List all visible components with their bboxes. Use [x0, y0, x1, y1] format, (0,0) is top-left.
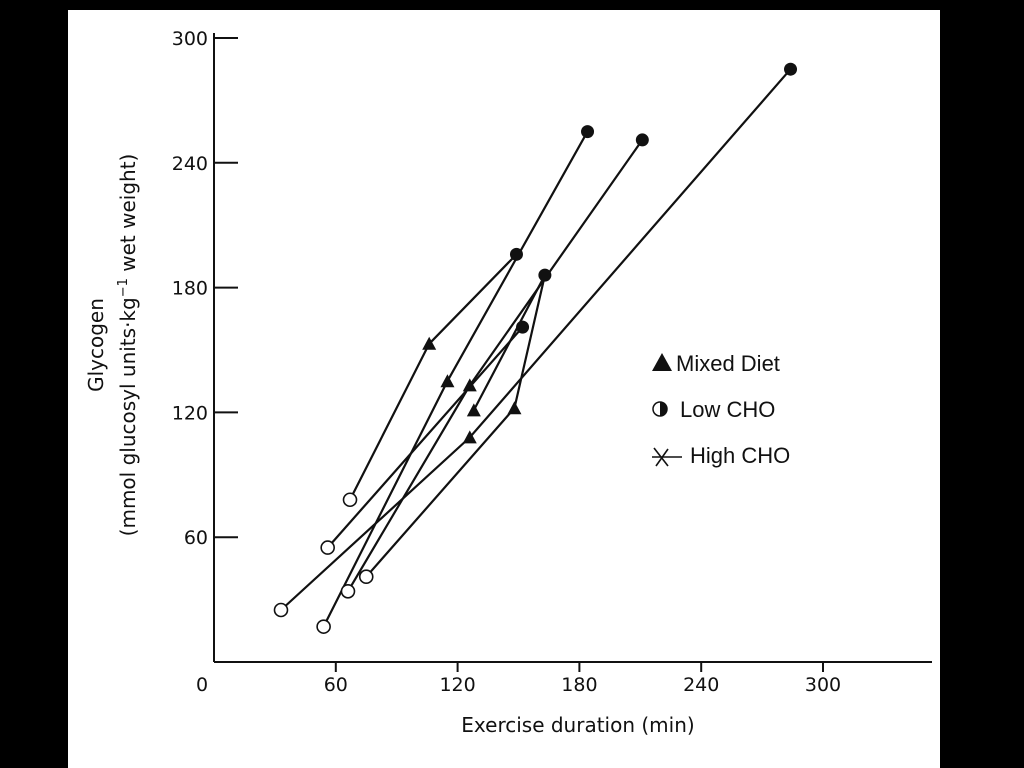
y-tick-label: 180: [172, 278, 208, 300]
legend-half-circle-icon: [652, 401, 668, 417]
high-cho-point: [635, 133, 649, 147]
series-line-2: [322, 131, 589, 628]
low-cho-point: [273, 602, 289, 618]
low-cho-point: [320, 540, 335, 555]
series-lines: [280, 68, 792, 628]
legend-label-low: Low CHO: [680, 397, 775, 422]
series-line-4: [365, 274, 546, 578]
low-cho-point: [316, 619, 331, 634]
legend-triangle-icon: [652, 353, 672, 371]
y-axis-label-suffix: wet weight): [116, 154, 140, 278]
y-axis-label-line1: Glycogen: [84, 298, 108, 392]
series-line-5: [326, 326, 524, 549]
mixed-diet-point: [462, 430, 477, 444]
x-tick-label: 180: [561, 674, 597, 696]
high-cho-point: [509, 247, 523, 261]
chart-axes: [213, 33, 932, 663]
mixed-diet-point: [462, 378, 477, 392]
x-tick-label: 240: [683, 674, 719, 696]
low-cho-point: [358, 569, 374, 585]
y-tick-label: 240: [172, 153, 208, 175]
y-tick-label: 120: [172, 402, 208, 424]
y-axis-label-prefix: (mmol glucosyl units·kg: [116, 297, 140, 536]
mixed-diet-point: [466, 403, 481, 417]
y-tick-label: 300: [172, 28, 208, 50]
legend: Mixed Diet Low CHO High CHO: [652, 351, 790, 468]
low-cho-point: [342, 492, 358, 508]
high-cho-point: [538, 268, 552, 282]
y-axis-label-line2: (mmol glucosyl units·kg−1 wet weight): [116, 154, 140, 537]
high-cho-point: [784, 62, 798, 76]
x-tick-label: 300: [805, 674, 841, 696]
x-tick-label: 60: [324, 674, 348, 696]
mixed-diet-point: [440, 374, 455, 388]
y-axis-label-sup: −1: [116, 278, 131, 297]
legend-scissor-icon: [652, 447, 682, 467]
data-points: [273, 62, 798, 634]
y-tick-label: 60: [184, 527, 208, 549]
series-line-6: [280, 68, 792, 611]
mixed-diet-point: [507, 401, 522, 415]
x-axis-label: Exercise duration (min): [461, 713, 694, 737]
legend-label-mixed: Mixed Diet: [676, 351, 780, 376]
x-tick-label: 120: [439, 674, 475, 696]
legend-label-high: High CHO: [690, 443, 790, 468]
high-cho-point: [581, 125, 595, 139]
tick-marks: 0 60 120 180 240 300 60 120 180 240 300: [172, 28, 841, 696]
x-tick-label: 0: [196, 674, 208, 696]
high-cho-point: [516, 320, 530, 334]
series-line-3: [347, 139, 644, 592]
low-cho-point: [340, 583, 356, 599]
mixed-diet-point: [422, 336, 437, 350]
